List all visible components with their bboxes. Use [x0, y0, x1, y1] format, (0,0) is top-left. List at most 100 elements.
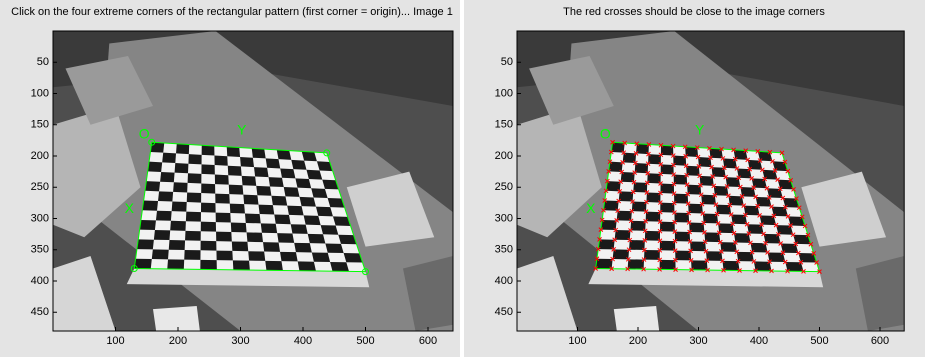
chair — [403, 256, 453, 331]
corner-cross — [609, 266, 614, 272]
square — [705, 251, 723, 261]
square — [606, 181, 621, 192]
corner-cross — [705, 267, 710, 273]
square — [644, 230, 661, 241]
square — [248, 251, 266, 261]
corner-cross — [767, 149, 773, 155]
x-tick-label: 300 — [231, 335, 249, 347]
corner-cross — [762, 176, 768, 182]
corner-cross — [798, 259, 804, 265]
keyboard — [517, 256, 578, 331]
corner-cross — [697, 173, 703, 179]
y-tick-label: 350 — [31, 244, 49, 256]
square — [687, 184, 702, 195]
square — [291, 159, 307, 170]
corner-cross — [719, 146, 724, 152]
square — [268, 177, 284, 188]
square — [280, 168, 296, 179]
corner-cross — [710, 174, 716, 179]
square — [733, 233, 751, 243]
corner-cross — [615, 208, 621, 214]
corner-cross — [766, 195, 772, 200]
corner-cross — [607, 159, 613, 165]
corner-cross — [644, 180, 650, 186]
x-tick-label: 200 — [169, 335, 187, 347]
y-tick-label: 100 — [31, 87, 49, 99]
square — [215, 212, 231, 223]
square — [201, 164, 215, 175]
corner-cross — [657, 247, 663, 253]
y-tick-label: 250 — [495, 181, 513, 193]
square — [674, 193, 689, 204]
corner-cross — [629, 208, 635, 214]
square — [216, 250, 233, 261]
square — [595, 258, 613, 269]
square — [636, 143, 649, 155]
square — [674, 212, 690, 223]
square — [303, 215, 321, 226]
square — [139, 219, 156, 231]
corner-cross — [672, 229, 678, 234]
square — [698, 156, 712, 168]
y-tick-label: 100 — [495, 87, 513, 99]
square — [232, 260, 250, 271]
corner-cross — [751, 185, 756, 190]
corner-cross — [672, 210, 677, 215]
square — [229, 203, 245, 214]
papers-top — [529, 56, 614, 125]
square — [688, 203, 703, 214]
corner-cross — [780, 250, 786, 256]
corner-cross — [805, 232, 811, 238]
square — [228, 184, 244, 195]
corner-cross — [671, 181, 677, 187]
y-tick-label: 450 — [31, 306, 49, 318]
square — [660, 183, 675, 194]
y-tick-label: 300 — [495, 212, 513, 224]
corner-cross — [698, 192, 704, 198]
square — [265, 158, 281, 169]
x-tick-label: 400 — [294, 335, 312, 347]
corner-cross — [702, 230, 707, 235]
corner-cross — [719, 249, 724, 254]
y-tick-label: 450 — [495, 306, 513, 318]
square — [659, 259, 676, 270]
corner-cross — [771, 213, 777, 219]
square — [153, 230, 171, 241]
x-tick-label: 100 — [568, 335, 586, 347]
square — [168, 240, 186, 250]
square — [174, 163, 189, 174]
scene — [53, 31, 453, 331]
corner-cross — [745, 157, 751, 163]
corner-cross — [749, 249, 755, 255]
square — [254, 167, 269, 178]
corner-cross — [658, 181, 663, 186]
corner-cross — [817, 269, 822, 274]
square — [320, 225, 339, 235]
square — [306, 169, 323, 180]
corner-cross — [657, 209, 663, 215]
y-tick-label: 200 — [495, 150, 513, 162]
square — [685, 146, 699, 157]
corner-cross — [749, 176, 755, 181]
square — [274, 214, 291, 225]
square — [185, 211, 201, 222]
corner-cross — [704, 258, 710, 263]
corner-click — [362, 268, 369, 276]
corner-cross — [657, 200, 663, 205]
corner-cross — [776, 231, 781, 237]
corner-cross — [765, 250, 770, 255]
square — [608, 161, 623, 173]
corner-cross — [727, 202, 733, 208]
square — [316, 161, 333, 172]
y-direction-label: Y — [695, 122, 705, 138]
corner-cross — [630, 199, 635, 204]
corner-cross — [595, 246, 601, 252]
corner-cross — [736, 175, 742, 181]
square — [271, 195, 288, 206]
square — [162, 152, 177, 164]
corner-cross — [657, 228, 663, 234]
corner-cross — [741, 203, 747, 208]
corner-cross — [685, 191, 691, 197]
corner-cross — [641, 266, 646, 272]
